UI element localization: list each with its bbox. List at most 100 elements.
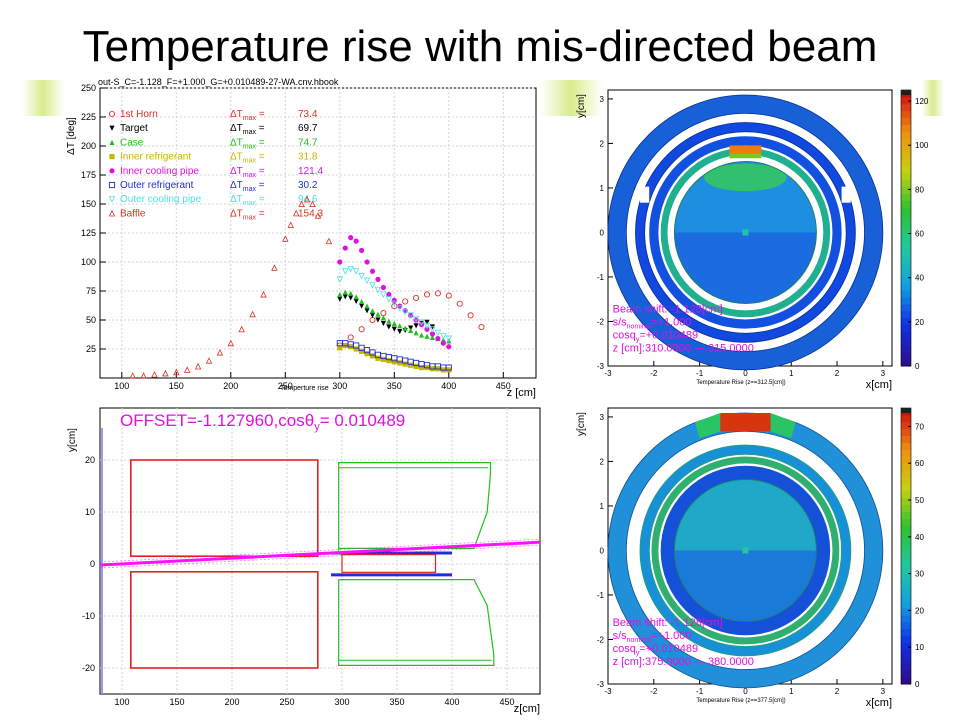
- colorbar-segment: [901, 103, 911, 112]
- colorbar-segment: [901, 138, 911, 146]
- data-point: [342, 245, 348, 251]
- colorbar-segment: [901, 269, 911, 277]
- legend-label: Target: [120, 123, 148, 134]
- accent-bar-middle: [540, 80, 602, 116]
- y-tick-label: 0: [600, 228, 605, 237]
- data-point: [386, 291, 392, 298]
- y-tick-label: 3: [600, 413, 605, 422]
- series-outer-refrigerant: [336, 340, 452, 371]
- data-point: [108, 209, 116, 217]
- cross-section-upstream-chart: -3 -2 -1 0 1 2 3 -3 -2 -1 0 1 2 3 Beam shift: -1.128[c…: [576, 89, 929, 391]
- data-point: [364, 259, 370, 265]
- chart-subtitle: Temperture rise: [280, 385, 329, 392]
- horn-lower-outline: [130, 571, 319, 669]
- outer-conductor-ring: [607, 412, 884, 689]
- colorbar-tick-label: 120: [915, 97, 929, 106]
- x-tick-label: 0: [743, 687, 748, 696]
- y-axis-label: y[cm]: [576, 412, 587, 436]
- y-tick-label: -2: [597, 317, 605, 326]
- colorbar-segment: [901, 117, 911, 125]
- colorbar-segment: [901, 635, 911, 644]
- data-point: [183, 366, 191, 373]
- colorbar-segment: [901, 601, 911, 609]
- legend-max-label: ΔTmax =: [230, 123, 265, 136]
- data-point: [352, 268, 360, 275]
- data-point: [434, 329, 442, 337]
- y-tick-label: 200: [81, 141, 96, 151]
- colorbar-segment: [901, 539, 911, 547]
- data-point: [375, 355, 381, 361]
- outer-cooling-ring: [639, 444, 852, 657]
- data-point: [380, 320, 386, 327]
- colorbar-segment: [901, 159, 911, 167]
- data-point: [424, 333, 430, 339]
- legend-max-label: ΔTmax =: [230, 152, 265, 165]
- data-point: [337, 345, 343, 351]
- colorbar-segment: [901, 359, 911, 367]
- x-tick-label: -2: [650, 687, 658, 696]
- colorbar-segment: [901, 317, 911, 326]
- y-tick-label: -20: [82, 663, 95, 673]
- colorbar-segment: [901, 96, 911, 105]
- horn-upper-outline: [130, 459, 319, 557]
- data-point: [391, 297, 397, 303]
- colorbar-tick-label: 0: [915, 680, 920, 689]
- data-point: [413, 330, 419, 336]
- y-tick-label: 250: [81, 83, 96, 93]
- data-point: [337, 291, 343, 298]
- y-tick-label: -1: [597, 273, 605, 282]
- x-tick-label: 100: [114, 697, 129, 707]
- beam-halo-upper: [99, 538, 541, 563]
- temperature-rise-chart: 100 150 200 250 300 350 400 450 25 50 75 100 125 150 1…: [66, 77, 537, 399]
- target-lower-outline: [338, 579, 495, 666]
- data-point: [423, 322, 431, 330]
- data-point: [445, 292, 452, 299]
- data-point: [375, 276, 381, 282]
- colorbar-segment: [901, 152, 911, 160]
- data-point: [407, 312, 414, 319]
- x-tick-label: 300: [334, 697, 349, 707]
- data-point: [348, 295, 354, 301]
- chart-title: out-S_C=-1.128_F=+1.000_G=+0.010489-27-W…: [98, 77, 339, 87]
- x-tick-label: 100: [114, 381, 129, 391]
- data-point: [287, 221, 294, 228]
- x-tick-label: 350: [387, 381, 402, 391]
- colorbar-segment: [901, 414, 911, 423]
- legend-max-label: ΔTmax =: [230, 194, 265, 207]
- x-tick-label: -2: [650, 369, 658, 378]
- data-point: [435, 335, 441, 342]
- y-axis-label: y[cm]: [67, 428, 78, 452]
- colorbar-segment: [901, 552, 911, 561]
- data-point: [369, 282, 376, 289]
- data-point: [342, 268, 349, 275]
- x-axis-label: z [cm]: [507, 387, 536, 399]
- data-point: [129, 372, 136, 379]
- legend-max-value: 74.7: [298, 137, 318, 148]
- data-point: [402, 298, 409, 305]
- y-tick-label: 75: [86, 286, 96, 296]
- colorbar-segment: [901, 124, 911, 132]
- legend-max-label: ΔTmax =: [230, 208, 265, 221]
- legend-label: Inner cooling pipe: [120, 166, 199, 177]
- colorbar-segment: [901, 518, 911, 526]
- data-point: [303, 195, 311, 203]
- temperature-rise-panel: 100 150 200 250 300 350 400 450 25 50 75 100 125 150 1…: [64, 76, 542, 400]
- data-point: [353, 346, 359, 352]
- colorbar-segment: [901, 525, 911, 533]
- data-point: [348, 235, 354, 241]
- y-tick-label: 20: [85, 455, 95, 465]
- info-intensity: s/snominal=+1.000: [613, 630, 692, 644]
- outer-cooling-ring: [635, 122, 856, 343]
- data-point: [402, 361, 408, 367]
- colorbar-tick-label: 80: [915, 185, 924, 194]
- data-point: [205, 357, 213, 364]
- data-point: [216, 348, 224, 356]
- data-point: [429, 331, 436, 337]
- legend-label: Baffle: [120, 208, 146, 219]
- x-tick-label: 400: [444, 697, 459, 707]
- data-point: [446, 344, 452, 350]
- legend-max-value: 73.4: [298, 109, 318, 120]
- info-angle: cosqy=+0.010489: [613, 330, 698, 344]
- colorbar-segment: [901, 580, 911, 588]
- x-tick-label: 0: [743, 369, 748, 378]
